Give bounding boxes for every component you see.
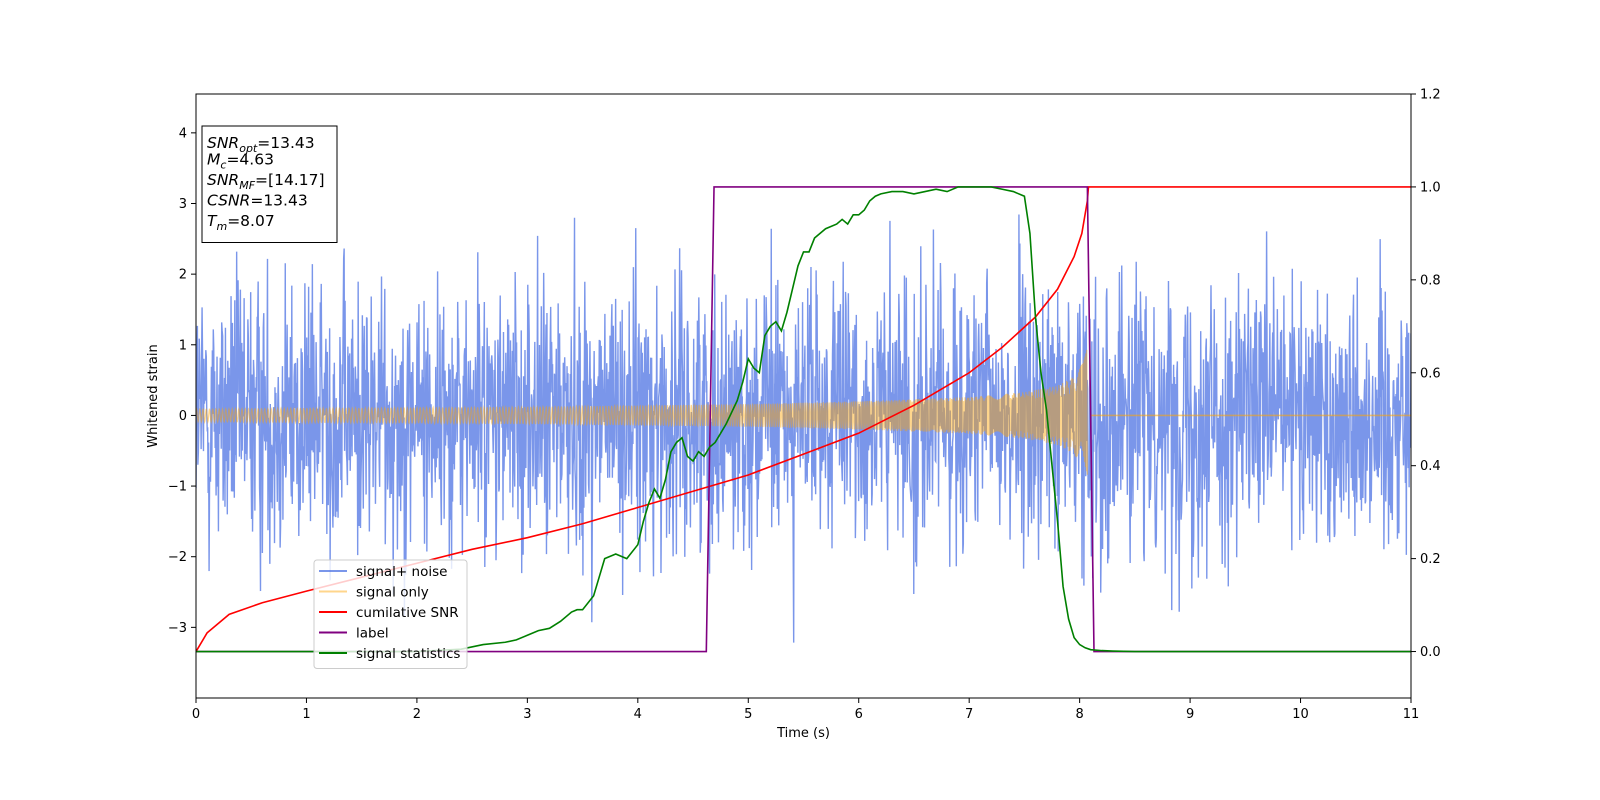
x-tick-label: 9: [1186, 707, 1194, 722]
legend-label: label: [356, 626, 389, 642]
annotation-frame: [201, 125, 338, 243]
signal-only-line: [196, 349, 1088, 475]
legend-label: signal+ noise: [356, 564, 447, 580]
y-right-tick-label: 1.2: [1420, 88, 1441, 103]
legend-label: signal only: [356, 585, 429, 601]
cumilative-snr-line: [196, 186, 1411, 652]
legend-frame: [313, 559, 468, 669]
y-right-tick-label: 1.0: [1420, 180, 1441, 195]
annotation-line: CSNR=13.43: [207, 192, 308, 210]
y-left-tick-label: 0: [179, 409, 187, 424]
y-axis-label: Whitened strain: [146, 344, 161, 447]
y-left-tick-label: −3: [168, 621, 187, 636]
legend-label: signal statistics: [356, 646, 460, 662]
y-left-tick-label: 2: [179, 268, 187, 283]
annotation-box: SNRopt=13.43Mc=4.63SNRMF=[14.17]CSNR=13.…: [201, 125, 338, 243]
x-tick-label: 3: [523, 707, 531, 722]
legend: signal+ noise signal only cumilative SNR la…: [313, 559, 468, 669]
x-tick-label: 0: [192, 707, 200, 722]
series-layer: [196, 186, 1411, 653]
y-left-tick-label: −2: [168, 550, 187, 565]
x-tick-label: 1: [302, 707, 310, 722]
legend-label: cumilative SNR: [356, 605, 459, 621]
x-tick-label: 11: [1403, 707, 1420, 722]
annotation-line: Mc=4.63: [207, 151, 274, 172]
y-right-tick-label: 0.6: [1420, 366, 1441, 381]
x-tick-label: 2: [413, 707, 421, 722]
x-tick-label: 7: [965, 707, 973, 722]
annotation-line: SNRopt=13.43: [207, 134, 315, 155]
x-tick-label: 8: [1075, 707, 1083, 722]
plot-frame: [195, 93, 1412, 699]
y-right-tick-label: 0.4: [1420, 459, 1441, 474]
axes-layer: 0 1 2 3 4 5 6 7 8 9 10 11 −3 −2 −1 0 1 2 3 4 0.0 0.2 0.4 0.6 0.8…: [168, 88, 1441, 723]
y-left-tick-label: 4: [179, 126, 187, 141]
y-left-tick-label: 3: [179, 197, 187, 212]
y-left-tick-label: −1: [168, 480, 187, 495]
signal-statistics-line: [196, 186, 1411, 653]
y-right-tick-label: 0.8: [1420, 273, 1441, 288]
annotation-line: SNRMF=[14.17]: [207, 171, 325, 192]
x-tick-label: 10: [1292, 707, 1309, 722]
y-left-tick-label: 1: [179, 338, 187, 353]
annotation-line: Tm=8.07: [207, 212, 275, 233]
x-tick-label: 5: [744, 707, 752, 722]
x-axis-label: Time (s): [776, 726, 830, 741]
y-right-tick-label: 0.2: [1420, 552, 1441, 567]
x-tick-label: 6: [855, 707, 863, 722]
signal-noise-line: [196, 214, 1411, 643]
y-right-tick-label: 0.0: [1420, 645, 1441, 660]
x-tick-label: 4: [634, 707, 642, 722]
